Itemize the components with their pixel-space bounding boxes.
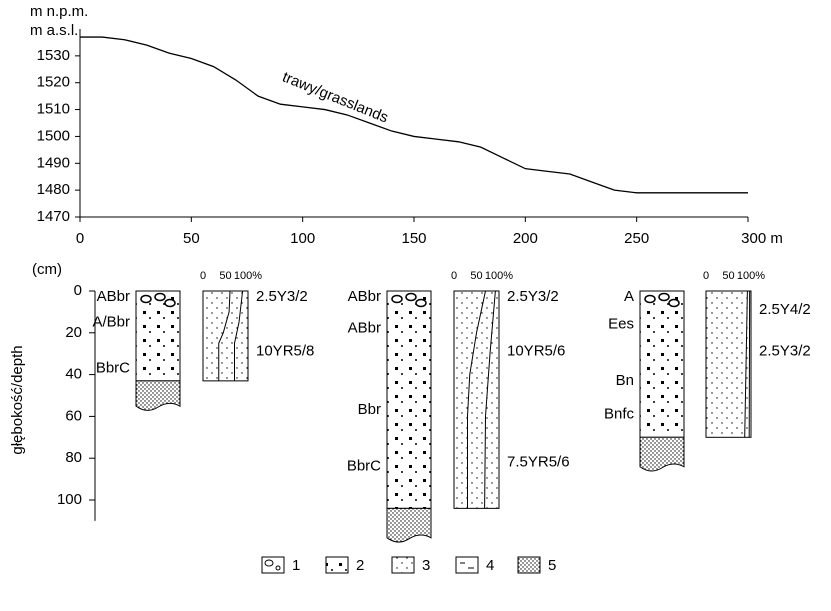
x-tick-label: 50: [183, 230, 200, 247]
depth-tick-label: 80: [65, 449, 82, 466]
y-tick-label: 1500: [37, 127, 70, 144]
percent-tick-label: 100%: [485, 270, 513, 282]
percent-tick-label: 0: [200, 270, 206, 282]
legend-label: 4: [486, 557, 494, 574]
legend-label: 2: [356, 557, 364, 574]
legend-swatch: [518, 557, 540, 573]
color-label: 2.5Y3/2: [256, 288, 308, 305]
depth-tick-label: 100: [57, 491, 82, 508]
horizon-label: Bn: [616, 372, 634, 389]
color-label: 2.5Y4/2: [759, 301, 811, 318]
x-tick-label: 300 m: [741, 230, 783, 247]
stone: [155, 294, 165, 301]
depth-tick-label: 60: [65, 407, 82, 424]
x-tick-label: 200: [513, 230, 538, 247]
solum: [640, 291, 684, 437]
depth-tick-label: 0: [74, 282, 82, 299]
stone: [416, 300, 426, 307]
color-label: 10YR5/8: [256, 343, 314, 360]
y-tick-label: 1520: [37, 74, 70, 91]
legend-swatch: [326, 557, 348, 573]
horizon-label: ABbr: [348, 288, 381, 305]
percent-tick-label: 0: [451, 270, 457, 282]
depth-tick-label: 40: [65, 366, 82, 383]
bedrock: [640, 437, 684, 471]
horizon-label: A: [624, 288, 634, 305]
y-label-en: m a.s.l.: [30, 22, 78, 39]
y-tick-label: 1480: [37, 181, 70, 198]
bedrock: [136, 381, 180, 411]
y-label: m n.p.m.: [30, 3, 88, 20]
fraction-box: [706, 291, 751, 437]
percent-tick-label: 50: [722, 270, 734, 282]
horizon-label: Bbr: [358, 401, 381, 418]
horizon-label: Ees: [608, 315, 634, 332]
legend-swatch: [456, 557, 478, 573]
x-tick-label: 150: [401, 230, 426, 247]
horizon-label: BbrC: [347, 458, 381, 475]
stone: [165, 300, 175, 307]
y-tick-label: 1530: [37, 47, 70, 64]
y-tick-label: 1510: [37, 101, 70, 118]
bedrock: [387, 508, 431, 542]
y-tick-label: 1470: [37, 208, 70, 225]
depth-tick-label: 20: [65, 324, 82, 341]
legend-label: 3: [422, 557, 430, 574]
stone: [669, 300, 679, 307]
stone: [406, 294, 416, 301]
color-label: 10YR5/6: [507, 343, 565, 360]
color-label: 2.5Y3/2: [759, 343, 811, 360]
x-tick-label: 250: [624, 230, 649, 247]
x-tick-label: 0: [76, 230, 84, 247]
horizon-label: BbrC: [96, 359, 130, 376]
stone: [645, 296, 655, 303]
profile-line: [80, 37, 748, 193]
y-tick-label: 1490: [37, 154, 70, 171]
percent-tick-label: 50: [219, 270, 231, 282]
depth-unit: (cm): [32, 261, 62, 278]
solum: [387, 291, 431, 508]
legend-label: 5: [548, 557, 556, 574]
stone: [141, 296, 151, 303]
color-label: 2.5Y3/2: [507, 288, 559, 305]
annotation: trawy/grasslands: [280, 69, 391, 127]
figure: m n.p.m. m a.s.l. trawy/grasslands (cm) …: [0, 0, 831, 606]
horizon-label: Bnfc: [604, 405, 635, 422]
horizon-label: ABbr: [348, 320, 381, 337]
percent-tick-label: 0: [703, 270, 709, 282]
horizon-label: A/Bbr: [92, 313, 130, 330]
percent-tick-label: 50: [470, 270, 482, 282]
percent-tick-label: 100%: [234, 270, 262, 282]
legend-label: 1: [292, 557, 300, 574]
stone: [659, 294, 669, 301]
x-tick-label: 100: [290, 230, 315, 247]
color-label: 7.5YR5/6: [507, 453, 570, 470]
legend-swatch: [392, 557, 414, 573]
stone: [392, 296, 402, 303]
horizon-label: ABbr: [97, 288, 130, 305]
percent-tick-label: 100%: [737, 270, 765, 282]
depth-title: głębokość/depth: [9, 345, 26, 454]
